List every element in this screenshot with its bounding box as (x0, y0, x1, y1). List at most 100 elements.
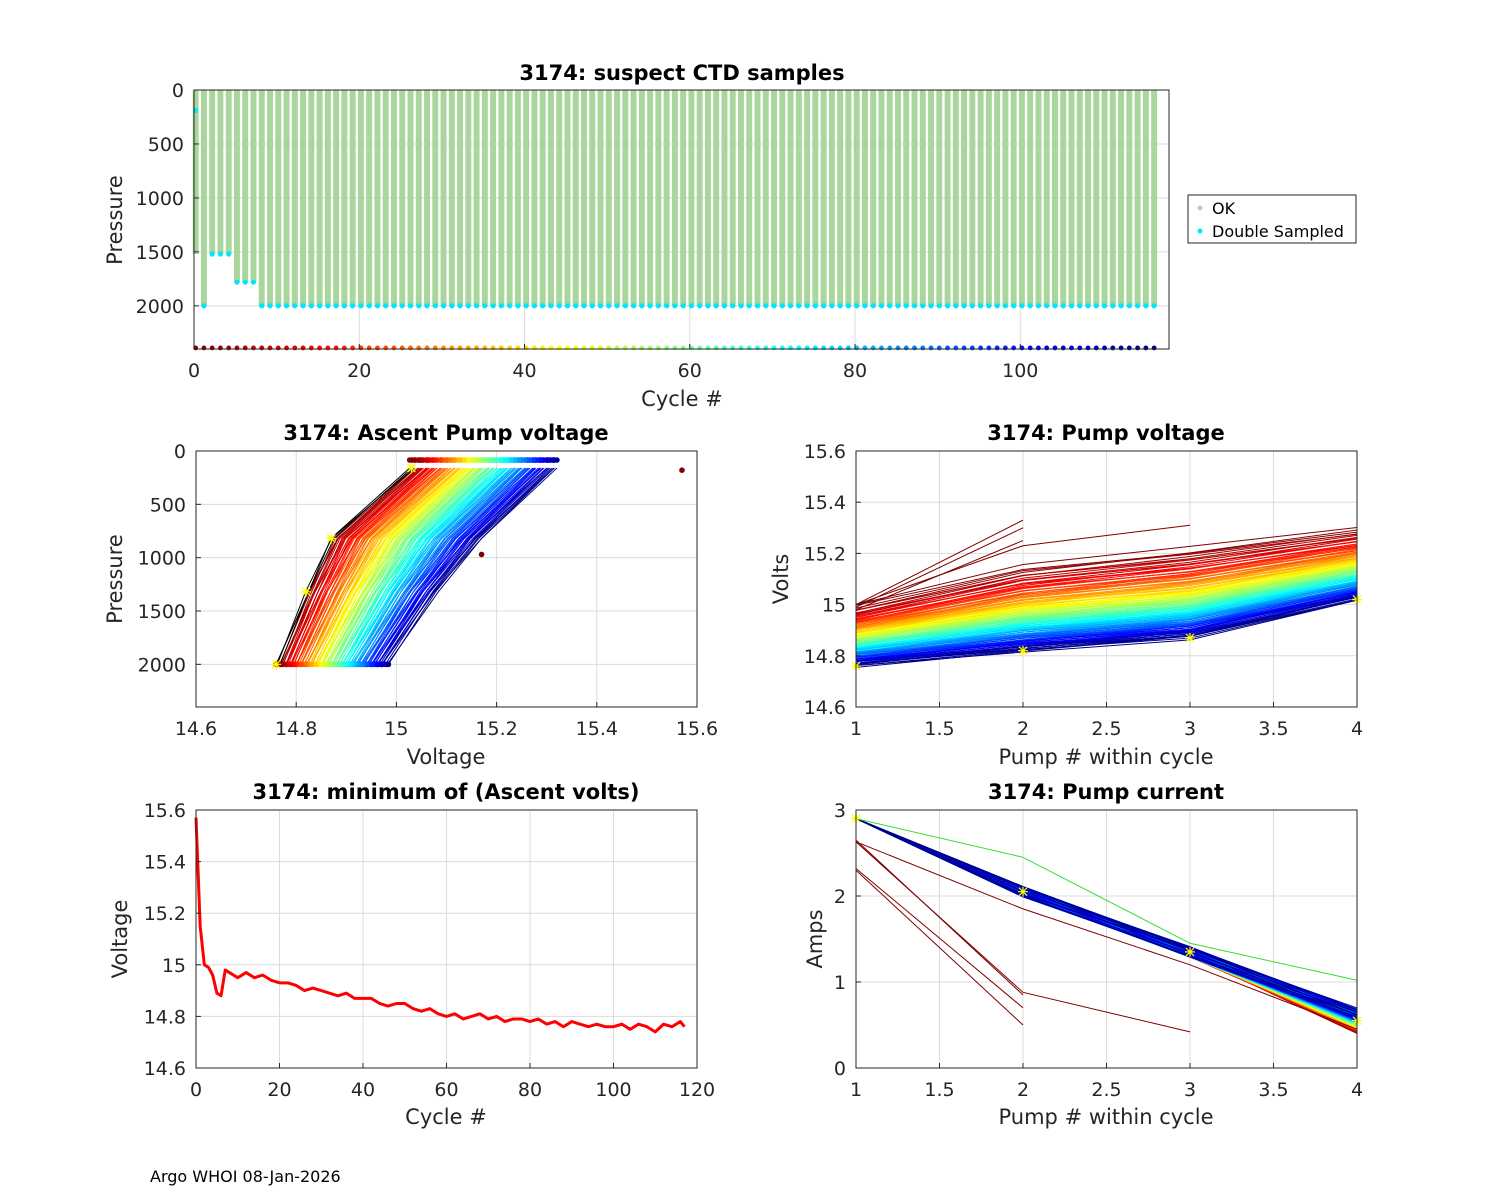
x-tick-label: 120 (679, 1079, 715, 1101)
double-sampled-point (1068, 303, 1075, 309)
profile-bar (324, 90, 331, 306)
double-sampled-point (465, 303, 471, 309)
cycle-marker-point (498, 345, 504, 351)
legend-double-sampled-marker (1197, 228, 1203, 234)
x-tick-label: 80 (843, 360, 867, 382)
profile-bar (283, 90, 290, 306)
double-sampled-point (1044, 303, 1050, 309)
profile-bar (597, 90, 604, 306)
profile-bar (795, 90, 802, 306)
cycle-marker-point (350, 345, 356, 351)
x-tick-label: 1.5 (924, 718, 954, 740)
double-sampled-point (911, 303, 918, 309)
profile-bar (1002, 90, 1009, 306)
double-sampled-point (944, 303, 951, 309)
current-marker (1185, 946, 1195, 957)
last-cycle-marker (1185, 632, 1195, 643)
cycle-marker-point (598, 345, 603, 351)
profile-bar (556, 90, 563, 306)
ascent-profile-line (279, 467, 411, 665)
cycle-marker-point (1077, 345, 1083, 351)
y-tick-label: 3 (834, 800, 846, 822)
profile-bar (903, 90, 910, 306)
cycle-marker-point (920, 345, 926, 351)
y-tick-label: 15.6 (144, 800, 186, 822)
double-sampled-point (226, 251, 232, 257)
profile-bar (547, 90, 554, 306)
profile-bar (861, 90, 868, 306)
profile-bar (663, 90, 670, 306)
ascent-profile-line (305, 467, 455, 665)
pump-voltage-line (855, 571, 1358, 641)
profile-bar (936, 90, 943, 306)
pump-voltage-line (855, 599, 1358, 667)
ascent-profile-line (376, 467, 548, 665)
double-sampled-point (664, 303, 670, 309)
cycle-marker-point (317, 345, 322, 351)
ascent-top-point (475, 457, 482, 463)
x-tick-label: 1.5 (924, 1079, 954, 1101)
profile-bar (994, 90, 1001, 306)
double-sampled-point (250, 279, 257, 285)
ascent-profile-line (370, 467, 531, 665)
double-sampled-point (283, 303, 290, 309)
profile-bar (614, 90, 621, 306)
double-sampled-point (1077, 303, 1083, 309)
y-tick-label: 14.6 (804, 697, 846, 719)
tick-labels: 0 20 40 60 80 100 120 14.6 14.8 15 15.2 15.4 15.6 (144, 800, 715, 1101)
profile-bar (415, 90, 422, 306)
double-sampled-point (1052, 303, 1058, 309)
x-tick-label: 1 (850, 718, 862, 740)
profile-bar (514, 90, 521, 306)
double-sampled-point (473, 303, 480, 309)
profile-bar (225, 90, 232, 255)
profile-bar (539, 90, 546, 306)
profile-bar (804, 90, 811, 306)
pump-voltage-line (855, 596, 1358, 662)
double-sampled-point (515, 303, 521, 309)
cycle-marker-point (267, 345, 273, 351)
ascent-profile-line (387, 467, 555, 665)
profile-bar (267, 90, 273, 306)
x-tick-label: 20 (347, 360, 371, 382)
cycle-marker-point (234, 345, 240, 351)
cycle-marker-point (969, 345, 975, 351)
plot-area (194, 817, 686, 1034)
profile-bar (572, 90, 579, 306)
x-tick-label: 2.5 (1091, 1079, 1121, 1101)
ascent-profile-line (356, 467, 519, 665)
double-sampled-point (1151, 303, 1157, 309)
pump-voltage-line (855, 599, 1358, 665)
profile-bar (349, 90, 356, 306)
profile-bar (812, 90, 819, 306)
cycle-marker-point (1143, 345, 1149, 351)
x-tick-label: 100 (1002, 360, 1038, 382)
double-sampled-point (399, 303, 405, 309)
ascent-bottom-point (322, 661, 329, 668)
cycle-marker-point (284, 345, 289, 351)
cycle-marker-point (846, 345, 851, 351)
double-sampled-point (639, 303, 645, 309)
ascent-top-point (442, 457, 449, 463)
x-tick-label: 2 (1017, 1079, 1029, 1101)
pump-voltage-line (855, 577, 1358, 649)
profile-bar (1109, 90, 1116, 306)
cycle-marker-point (218, 345, 223, 351)
cycle-marker-point (383, 345, 389, 351)
anomalous-voltage-line (855, 527, 1024, 608)
double-sampled-point (366, 303, 372, 309)
cycle-marker-point (821, 345, 827, 351)
y-tick-label: 2000 (136, 296, 184, 318)
profile-bar (506, 90, 513, 306)
profile-bar (878, 90, 885, 306)
ascent-profile-line (339, 467, 490, 665)
double-sampled-point (267, 303, 273, 309)
cycle-marker-point (515, 345, 521, 351)
cycle-marker-point (589, 345, 595, 351)
profile-bar (473, 90, 480, 306)
double-sampled-point (746, 303, 752, 309)
ascent-profile-line (341, 467, 494, 665)
profile-bar (200, 90, 207, 306)
ascent-top-point (549, 457, 556, 463)
x-axis-label: Cycle # (405, 1105, 487, 1129)
